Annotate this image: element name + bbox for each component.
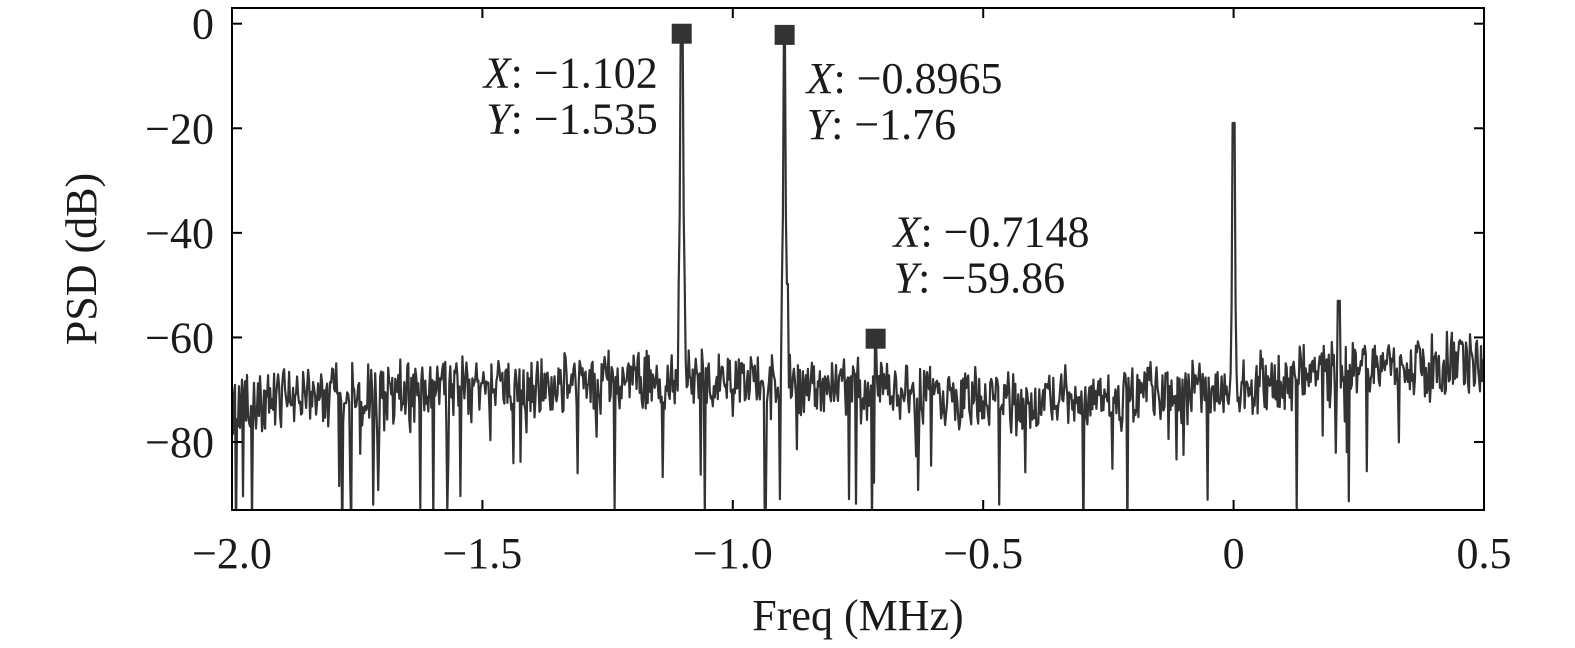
x-tick-label: 0 [1223, 529, 1245, 578]
data-tip-marker [774, 24, 795, 45]
data-tip-marker [671, 23, 692, 44]
x-tick-label: −1.5 [442, 529, 522, 578]
data-tip-marker [865, 328, 886, 349]
x-tick-label: −1.0 [693, 529, 773, 578]
y-tick-label: −20 [145, 104, 214, 153]
y-tick-label: −60 [145, 313, 214, 362]
x-tick-label: 0.5 [1457, 529, 1512, 578]
data-tip-y: Y: −59.86 [894, 254, 1066, 303]
data-tip-y: Y: −1.535 [486, 95, 658, 144]
y-tick-label: −40 [145, 209, 214, 258]
y-tick-label: −80 [145, 418, 214, 467]
y-tick-label: 0 [192, 0, 214, 49]
psd-trace [232, 30, 1484, 510]
plot-frame [231, 7, 1485, 511]
data-tip-x: X: −0.7148 [892, 208, 1090, 257]
data-tip-y: Y: −1.76 [807, 100, 957, 149]
plot-background [232, 8, 1484, 510]
y-axis-label: PSD (dB) [57, 173, 106, 345]
x-tick-label: −0.5 [943, 529, 1023, 578]
axes: −2.0 −1.5 −1.0 −0.5 0 0.5 0 −20 −40 −60 −80 [145, 0, 1511, 578]
trace-layer [232, 30, 1484, 510]
x-tick-label: −2.0 [192, 529, 272, 578]
x-axis-label: Freq (MHz) [752, 591, 963, 640]
data-tip-x: X: −0.8965 [805, 54, 1003, 103]
data-tip-x: X: −1.102 [482, 49, 658, 98]
